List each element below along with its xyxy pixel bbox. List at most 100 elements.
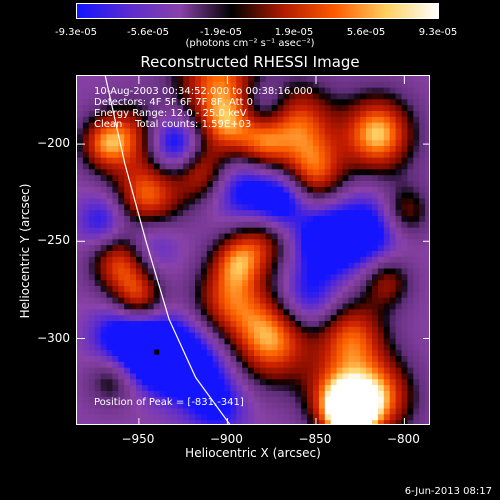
heatmap-cell — [307, 163, 314, 170]
heatmap-cell — [395, 315, 403, 322]
heatmap-cell — [354, 140, 361, 147]
heatmap-cell — [118, 274, 125, 281]
heatmap-cell — [336, 373, 344, 380]
heatmap-cell — [318, 291, 326, 299]
heatmap-cell — [401, 391, 408, 398]
heatmap-cell — [112, 286, 119, 293]
heatmap-cell — [242, 204, 249, 211]
heatmap-cell — [360, 256, 367, 264]
heatmap-cell — [236, 315, 243, 322]
heatmap-cell — [130, 204, 137, 211]
heatmap-cell — [206, 146, 214, 153]
heatmap-cell — [130, 227, 137, 235]
heatmap-cell — [224, 367, 231, 375]
heatmap-cell — [283, 256, 290, 264]
heatmap-cell — [177, 140, 184, 147]
heatmap-cell — [112, 163, 119, 170]
heatmap-cell — [242, 210, 249, 217]
heatmap-cell — [354, 361, 361, 369]
heatmap-cell — [348, 116, 355, 124]
heatmap-cell — [94, 402, 102, 410]
heatmap-cell — [395, 186, 403, 194]
heatmap-cell — [360, 116, 367, 124]
heatmap-cell — [189, 396, 196, 404]
heatmap-cell — [366, 338, 373, 345]
heatmap-cell — [183, 76, 190, 83]
heatmap-cell — [254, 373, 261, 380]
heatmap-cell — [295, 321, 302, 328]
heatmap-cell — [401, 93, 408, 100]
heatmap-cell — [407, 274, 414, 281]
heatmap-cell — [124, 210, 131, 217]
heatmap-cell — [330, 332, 338, 340]
heatmap-cell — [147, 76, 155, 83]
heatmap-cell — [100, 338, 108, 345]
heatmap-cell — [100, 303, 108, 310]
heatmap-cell — [301, 87, 308, 95]
heatmap-cell — [88, 87, 96, 95]
heatmap-cell — [277, 256, 285, 264]
heatmap-cell — [259, 169, 267, 176]
heatmap-cell — [313, 105, 320, 112]
heatmap-cell — [401, 175, 408, 182]
heatmap-cell — [248, 186, 255, 194]
heatmap-cell — [360, 391, 367, 398]
heatmap-cell — [153, 251, 161, 258]
heatmap-cell — [342, 303, 349, 310]
heatmap-cell — [153, 291, 161, 299]
heatmap-cell — [189, 256, 196, 264]
heatmap-cell — [407, 361, 414, 369]
heatmap-cell — [360, 245, 367, 252]
heatmap-cell — [124, 239, 131, 246]
heatmap-cell — [330, 268, 338, 275]
heatmap-cell — [372, 105, 379, 112]
heatmap-cell — [165, 291, 172, 299]
heatmap-cell — [106, 356, 113, 363]
heatmap-cell — [236, 303, 243, 310]
heatmap-cell — [136, 286, 143, 293]
heatmap-cell — [377, 134, 385, 141]
heatmap-cell — [289, 227, 296, 235]
heatmap-cell — [200, 221, 208, 229]
heatmap-cell — [218, 344, 226, 351]
heatmap-cell — [159, 181, 167, 188]
heatmap-cell — [218, 373, 226, 380]
heatmap-cell — [401, 402, 408, 410]
heatmap-cell — [242, 163, 249, 170]
heatmap-cell — [271, 391, 279, 398]
heatmap-cell — [265, 151, 273, 159]
heatmap-cell — [307, 414, 314, 421]
heatmap-cell — [366, 280, 373, 287]
heatmap-cell — [171, 157, 178, 165]
heatmap-cell — [277, 303, 285, 310]
heatmap-cell — [307, 169, 314, 176]
heatmap-cell — [212, 315, 220, 322]
heatmap-cell — [118, 268, 125, 275]
heatmap-cell — [259, 344, 267, 351]
heatmap-cell — [413, 297, 420, 305]
heatmap-cell — [360, 99, 367, 106]
heatmap-cell — [159, 379, 167, 386]
heatmap-cell — [295, 379, 302, 386]
heatmap-cell — [395, 134, 403, 141]
heatmap-cell — [177, 297, 184, 305]
heatmap-cell — [360, 81, 367, 89]
heatmap-cell — [318, 373, 326, 380]
heatmap-cell — [366, 309, 373, 316]
heatmap-cell — [425, 93, 429, 100]
heatmap-cell — [366, 256, 373, 264]
heatmap-cell — [318, 251, 326, 258]
heatmap-cell — [395, 122, 403, 130]
heatmap-cell — [407, 111, 414, 118]
heatmap-cell — [377, 356, 385, 363]
heatmap-cell — [147, 181, 155, 188]
heatmap-cell — [206, 105, 214, 112]
heatmap-cell — [360, 379, 367, 386]
heatmap-cell — [218, 297, 226, 305]
heatmap-cell — [236, 280, 243, 287]
heatmap-cell — [395, 111, 403, 118]
heatmap-cell — [301, 111, 308, 118]
heatmap-cell — [153, 414, 161, 421]
heatmap-cell — [88, 420, 96, 424]
heatmap-cell — [236, 216, 243, 223]
